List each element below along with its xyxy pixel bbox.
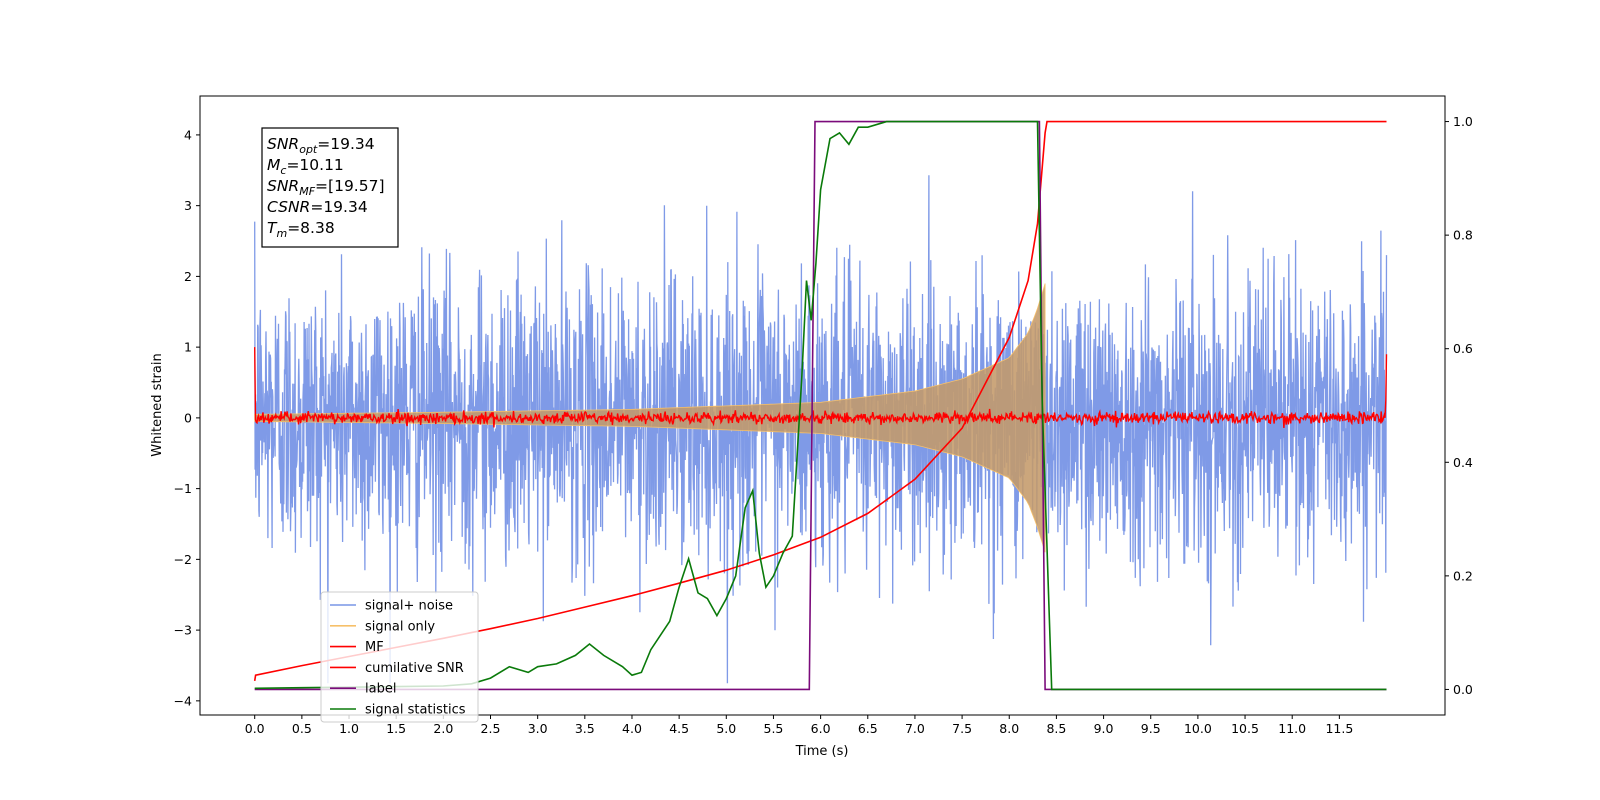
x-tick-label: 8.5 — [1046, 721, 1066, 736]
y-tick-label-left: 4 — [184, 127, 192, 142]
legend: signal+ noise signal only MF cumilative SNR… — [320, 591, 479, 723]
legend-label: signal+ noise — [365, 599, 453, 614]
y-tick-label-right: 0.8 — [1453, 228, 1473, 243]
legend-frame — [320, 591, 479, 723]
info-subscript: m — [276, 227, 287, 240]
x-tick-label: 1.0 — [339, 721, 359, 736]
y-tick-label-left: −3 — [174, 623, 192, 638]
x-tick-label: 6.5 — [858, 721, 878, 736]
info-line: SNRMF=[19.57] — [267, 177, 385, 198]
x-tick-label: 0.0 — [245, 721, 265, 736]
x-tick-label: 11.5 — [1325, 721, 1353, 736]
y-tick-label-right: 0.2 — [1453, 568, 1473, 583]
x-tick-label: 4.0 — [622, 721, 642, 736]
x-tick-label: 0.5 — [292, 721, 312, 736]
info-line: Mc=10.11 — [267, 156, 344, 177]
y-tick-label-right: 0.0 — [1453, 682, 1473, 697]
y-tick-label-left: −4 — [174, 693, 192, 708]
info-subscript: opt — [299, 143, 318, 156]
plot-frame — [199, 95, 1446, 716]
noise-line — [254, 175, 1388, 684]
x-tick-label: 7.5 — [952, 721, 972, 736]
y-tick-label-right: 0.6 — [1453, 341, 1473, 356]
y-axis-left: 4 3 2 1 0 −1 −2 −3 −4 — [174, 127, 200, 708]
x-tick-label: 8.0 — [999, 721, 1019, 736]
y-tick-label-right: 1.0 — [1453, 114, 1473, 129]
info-symbol: SNR — [267, 135, 299, 153]
info-symbol: CSNR — [267, 198, 310, 216]
info-value: =19.34 — [310, 198, 367, 216]
series-line-signal-statistics — [254, 120, 1387, 691]
y-axis-right: 1.0 0.8 0.6 0.4 0.2 0.0 — [1445, 114, 1473, 697]
x-tick-label: 11.0 — [1278, 721, 1306, 736]
y-tick-label-left: −1 — [174, 481, 192, 496]
x-tick-label: 3.0 — [528, 721, 548, 736]
x-axis: 0.0 0.5 1.0 1.5 2.0 2.5 3.0 3.5 4.0 4.5 5.0 5.5 6.0 6… — [245, 715, 1353, 736]
x-tick-label: 9.0 — [1094, 721, 1114, 736]
info-symbol: T — [267, 219, 278, 237]
info-subscript: MF — [299, 185, 315, 198]
info-value: =8.38 — [287, 219, 335, 237]
x-tick-label: 5.0 — [716, 721, 736, 736]
y-tick-label-right: 0.4 — [1453, 455, 1473, 470]
legend-label: signal statistics — [365, 703, 466, 718]
info-box-frame — [261, 127, 399, 248]
x-tick-label: 2.0 — [433, 721, 453, 736]
x-tick-label: 2.5 — [481, 721, 501, 736]
legend-label: MF — [365, 640, 384, 655]
x-tick-label: 10.5 — [1231, 721, 1259, 736]
y-tick-label-left: 3 — [184, 198, 192, 213]
y-axis-label-left: Whitened strain — [150, 353, 165, 456]
legend-label: cumilative SNR — [365, 661, 464, 676]
info-value: =[19.57] — [315, 177, 384, 195]
y-tick-label-left: 1 — [184, 340, 192, 355]
x-tick-label: 10.0 — [1184, 721, 1212, 736]
info-box: SNRopt=19.34Mc=10.11SNRMF=[19.57]CSNR=19… — [261, 127, 399, 248]
info-symbol: SNR — [267, 177, 299, 195]
x-tick-label: 7.0 — [905, 721, 925, 736]
x-tick-label: 5.5 — [764, 721, 784, 736]
x-tick-label: 6.0 — [811, 721, 831, 736]
x-tick-label: 1.5 — [386, 721, 406, 736]
y-tick-label-left: 0 — [184, 410, 192, 425]
legend-label: label — [365, 682, 396, 697]
x-tick-label: 3.5 — [575, 721, 595, 736]
mf-line — [254, 347, 1388, 429]
x-tick-label: 4.5 — [669, 721, 689, 736]
info-symbol: M — [267, 156, 280, 174]
info-value: =19.34 — [317, 135, 374, 153]
y-tick-label-left: 2 — [184, 269, 192, 284]
info-value: =10.11 — [286, 156, 343, 174]
info-line: SNRopt=19.34 — [267, 135, 375, 156]
info-line: Tm=8.38 — [267, 219, 335, 240]
mf-trace — [254, 347, 1388, 429]
info-line: CSNR=19.34 — [267, 198, 368, 216]
x-tick-label: 9.5 — [1141, 721, 1161, 736]
y-tick-label-left: −2 — [174, 552, 192, 567]
x-axis-label: Time (s) — [795, 744, 849, 759]
legend-label: signal only — [365, 619, 435, 634]
noise-trace — [254, 175, 1388, 684]
info-subscript: c — [280, 164, 286, 177]
